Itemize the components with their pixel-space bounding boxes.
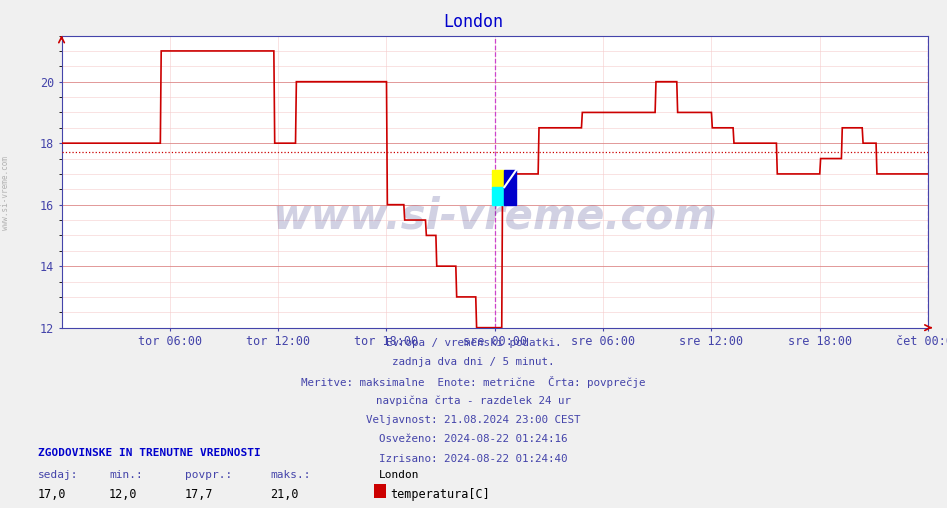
Text: min.:: min.:	[109, 470, 143, 480]
Text: maks.:: maks.:	[270, 470, 311, 480]
Polygon shape	[492, 170, 505, 187]
Text: Osveženo: 2024-08-22 01:24:16: Osveženo: 2024-08-22 01:24:16	[379, 434, 568, 444]
Text: povpr.:: povpr.:	[185, 470, 232, 480]
Text: Izrisano: 2024-08-22 01:24:40: Izrisano: 2024-08-22 01:24:40	[379, 454, 568, 464]
Text: 17,0: 17,0	[38, 488, 66, 501]
Polygon shape	[492, 187, 505, 205]
Text: ZGODOVINSKE IN TRENUTNE VREDNOSTI: ZGODOVINSKE IN TRENUTNE VREDNOSTI	[38, 448, 260, 458]
Text: Evropa / vremenski podatki.: Evropa / vremenski podatki.	[385, 338, 562, 348]
Text: 12,0: 12,0	[109, 488, 137, 501]
Text: Meritve: maksimalne  Enote: metrične  Črta: povprečje: Meritve: maksimalne Enote: metrične Črta…	[301, 376, 646, 389]
Text: Veljavnost: 21.08.2024 23:00 CEST: Veljavnost: 21.08.2024 23:00 CEST	[366, 415, 581, 425]
Text: 17,7: 17,7	[185, 488, 213, 501]
Text: London: London	[379, 470, 420, 480]
Text: www.si-vreme.com: www.si-vreme.com	[273, 196, 717, 238]
Text: London: London	[443, 13, 504, 30]
Text: 21,0: 21,0	[270, 488, 298, 501]
Text: sedaj:: sedaj:	[38, 470, 79, 480]
Text: www.si-vreme.com: www.si-vreme.com	[1, 156, 10, 230]
Text: navpična črta - razdelek 24 ur: navpična črta - razdelek 24 ur	[376, 396, 571, 406]
Text: zadnja dva dni / 5 minut.: zadnja dva dni / 5 minut.	[392, 357, 555, 367]
Text: temperatura[C]: temperatura[C]	[390, 488, 490, 501]
Polygon shape	[505, 170, 516, 205]
